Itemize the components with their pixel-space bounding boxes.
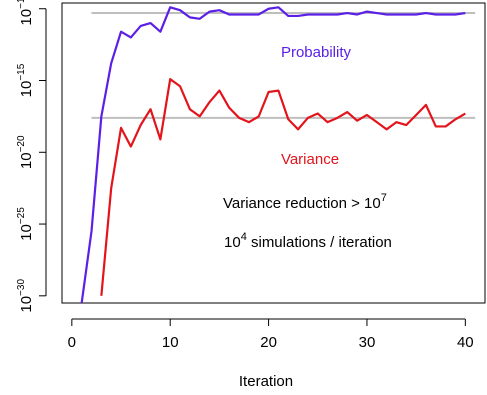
x-tick-label-30: 30: [359, 334, 376, 351]
x-tick-label-10: 10: [162, 334, 179, 351]
plot-box: [61, 2, 486, 304]
simulations-text: simulations / iteration: [247, 234, 392, 251]
y-tick-label--25: 10−25: [16, 207, 35, 241]
y-tick-exponent: −30: [16, 279, 27, 296]
x-tick-label-0: 0: [68, 334, 76, 351]
y-tick-exponent: −20: [16, 135, 27, 152]
x-tick-label-20: 20: [260, 334, 277, 351]
y-tick-label--10: 10−10: [16, 0, 35, 26]
y-tick-exponent: −10: [16, 0, 27, 9]
variance-reduction-annotation: Variance reduction > 107: [223, 192, 387, 212]
y-tick-base: 10: [18, 296, 35, 313]
series-line-probability: [80, 6, 466, 304]
simulations-annotation: 104 simulations / iteration: [224, 231, 392, 251]
x-axis-title: Iteration: [239, 373, 293, 390]
series-line-variance: [100, 77, 466, 296]
x-axis: 0 10 20 30 40: [68, 318, 474, 351]
y-tick-label--15: 10−15: [16, 63, 35, 97]
simulations-base: 10: [224, 234, 241, 251]
series-label-probability: Probability: [281, 44, 352, 61]
x-tick-label-40: 40: [457, 334, 474, 351]
y-tick-exponent: −25: [16, 207, 27, 224]
y-tick-base: 10: [18, 9, 35, 26]
y-tick-base: 10: [18, 152, 35, 169]
series-label-variance: Variance: [281, 151, 339, 168]
variance-reduction-text: Variance reduction > 10: [223, 195, 381, 212]
y-tick-label--30: 10−30: [16, 279, 35, 313]
variance-reduction-exponent: 7: [381, 192, 387, 204]
y-tick-base: 10: [18, 224, 35, 241]
y-tick-base: 10: [18, 81, 35, 98]
y-tick-label--20: 10−20: [16, 135, 35, 169]
simulations-exponent: 4: [241, 231, 247, 243]
y-tick-exponent: −15: [16, 63, 27, 80]
series-layer: [80, 6, 466, 304]
